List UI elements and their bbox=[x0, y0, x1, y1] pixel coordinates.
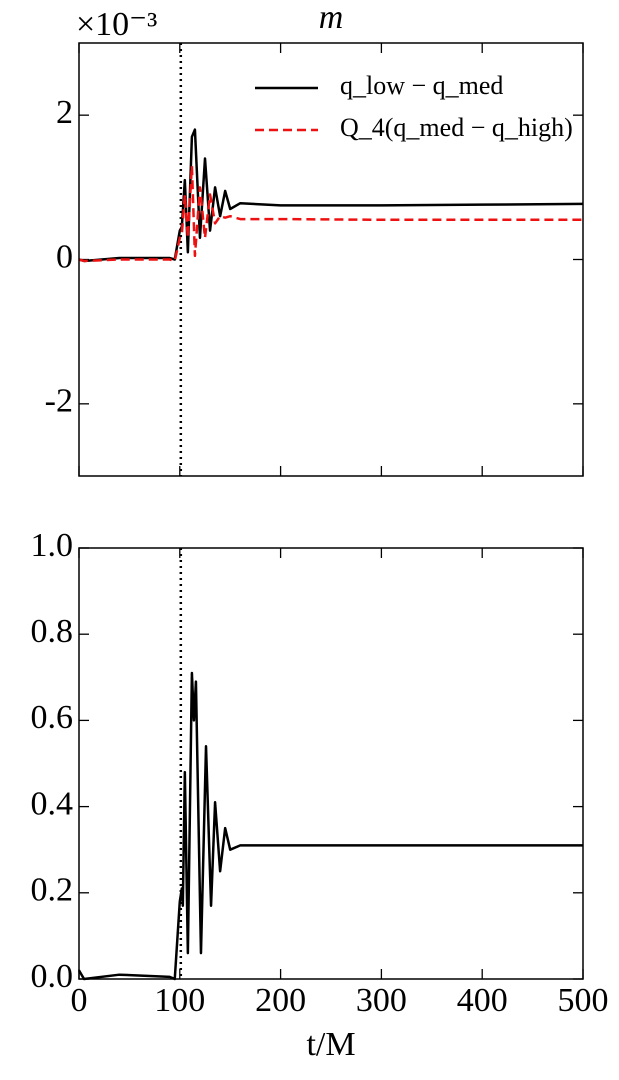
series-line bbox=[77, 671, 583, 981]
y-tick-label: 0.4 bbox=[31, 785, 74, 822]
chart-title: m bbox=[319, 0, 344, 36]
y-tick-label: 0.8 bbox=[31, 613, 74, 650]
legend-label: Q_4(q_med − q_high) bbox=[340, 113, 573, 142]
axes-frame bbox=[78, 42, 584, 477]
y-tick-label: -2 bbox=[45, 383, 73, 420]
x-tick-label: 400 bbox=[457, 982, 508, 1019]
offset-label: ×10⁻³ bbox=[76, 6, 157, 43]
x-tick-label: 0 bbox=[71, 982, 88, 1019]
x-tick-label: 200 bbox=[255, 982, 306, 1019]
y-tick-label: 0.2 bbox=[31, 872, 74, 909]
y-tick-label: 0.6 bbox=[31, 699, 74, 736]
series-line bbox=[78, 128, 584, 263]
y-tick-label: 0 bbox=[56, 238, 73, 275]
legend-label: q_low − q_med bbox=[340, 71, 503, 100]
x-tick-label: 100 bbox=[154, 982, 205, 1019]
x-tick-label: 300 bbox=[356, 982, 407, 1019]
x-axis-label: t/M bbox=[306, 1026, 355, 1063]
y-tick-label: 0.0 bbox=[31, 958, 74, 995]
axes-frame bbox=[78, 547, 584, 980]
x-tick-label: 500 bbox=[558, 982, 609, 1019]
y-tick-label: 2 bbox=[56, 94, 73, 131]
series-line bbox=[78, 164, 583, 263]
y-tick-label: 1.0 bbox=[31, 527, 74, 564]
